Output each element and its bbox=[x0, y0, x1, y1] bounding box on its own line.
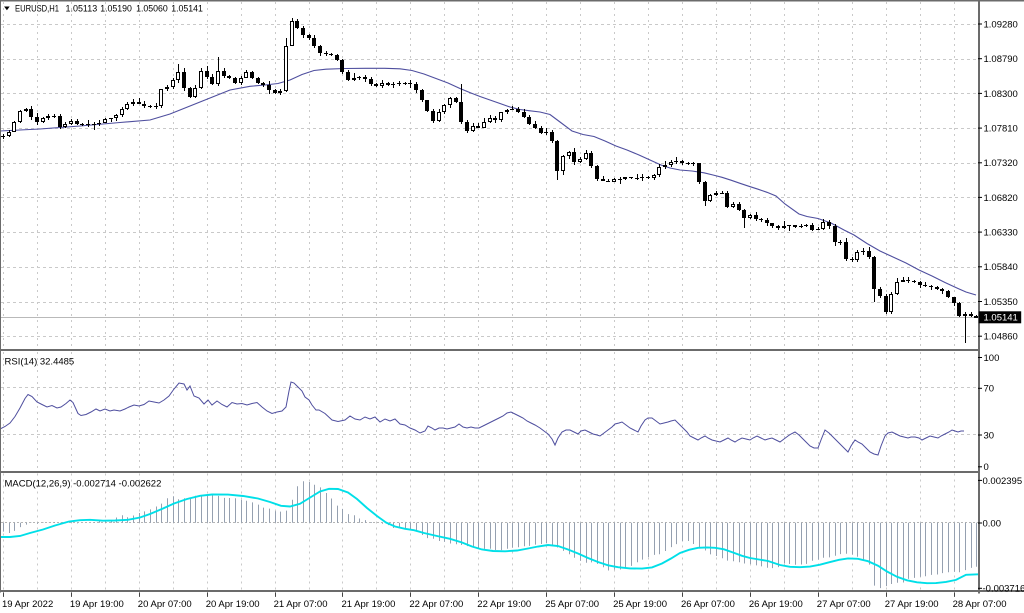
svg-text:1.04860: 1.04860 bbox=[984, 332, 1018, 343]
svg-text:1.07810: 1.07810 bbox=[984, 124, 1018, 135]
svg-text:-0.003716: -0.003716 bbox=[983, 584, 1024, 595]
svg-text:1.08790: 1.08790 bbox=[984, 54, 1018, 65]
svg-text:1.05113: 1.05113 bbox=[66, 4, 98, 15]
svg-text:19 Apr 2022: 19 Apr 2022 bbox=[2, 599, 53, 610]
svg-text:28 Apr 07:00: 28 Apr 07:00 bbox=[953, 599, 1007, 610]
svg-text:21 Apr 19:00: 21 Apr 19:00 bbox=[342, 599, 396, 610]
svg-text:EURUSD,H1: EURUSD,H1 bbox=[15, 4, 59, 15]
svg-text:27 Apr 19:00: 27 Apr 19:00 bbox=[885, 599, 939, 610]
svg-text:1.05840: 1.05840 bbox=[984, 262, 1018, 273]
svg-text:22 Apr 19:00: 22 Apr 19:00 bbox=[477, 599, 531, 610]
svg-text:19 Apr 19:00: 19 Apr 19:00 bbox=[70, 599, 124, 610]
svg-text:25 Apr 07:00: 25 Apr 07:00 bbox=[545, 599, 599, 610]
svg-text:1.06330: 1.06330 bbox=[984, 228, 1018, 239]
svg-text:26 Apr 19:00: 26 Apr 19:00 bbox=[749, 599, 803, 610]
svg-text:1.09280: 1.09280 bbox=[984, 19, 1018, 30]
svg-text:27 Apr 07:00: 27 Apr 07:00 bbox=[817, 599, 871, 610]
svg-text:MACD(12,26,9) -0.002714 -0.002: MACD(12,26,9) -0.002714 -0.002622 bbox=[5, 478, 162, 489]
svg-text:0.002395: 0.002395 bbox=[983, 476, 1023, 487]
svg-text:30: 30 bbox=[984, 430, 995, 441]
svg-text:26 Apr 07:00: 26 Apr 07:00 bbox=[681, 599, 735, 610]
svg-text:1.05141: 1.05141 bbox=[171, 4, 203, 15]
svg-text:0.00: 0.00 bbox=[983, 518, 1002, 529]
svg-text:70: 70 bbox=[984, 384, 995, 395]
svg-text:1.05350: 1.05350 bbox=[984, 297, 1018, 308]
svg-text:1.05141: 1.05141 bbox=[984, 313, 1018, 324]
svg-text:21 Apr 07:00: 21 Apr 07:00 bbox=[274, 599, 328, 610]
svg-text:1.05060: 1.05060 bbox=[136, 4, 168, 15]
svg-text:RSI(14) 32.4485: RSI(14) 32.4485 bbox=[5, 357, 75, 368]
svg-text:20 Apr 19:00: 20 Apr 19:00 bbox=[206, 599, 260, 610]
svg-text:20 Apr 07:00: 20 Apr 07:00 bbox=[138, 599, 192, 610]
svg-text:1.08300: 1.08300 bbox=[984, 89, 1018, 100]
svg-text:0: 0 bbox=[984, 462, 989, 473]
svg-text:22 Apr 07:00: 22 Apr 07:00 bbox=[409, 599, 463, 610]
svg-text:1.07320: 1.07320 bbox=[984, 158, 1018, 169]
svg-text:25 Apr 19:00: 25 Apr 19:00 bbox=[613, 599, 667, 610]
svg-text:1.05190: 1.05190 bbox=[100, 4, 132, 15]
svg-text:100: 100 bbox=[984, 353, 1000, 364]
svg-text:1.06820: 1.06820 bbox=[984, 193, 1018, 204]
